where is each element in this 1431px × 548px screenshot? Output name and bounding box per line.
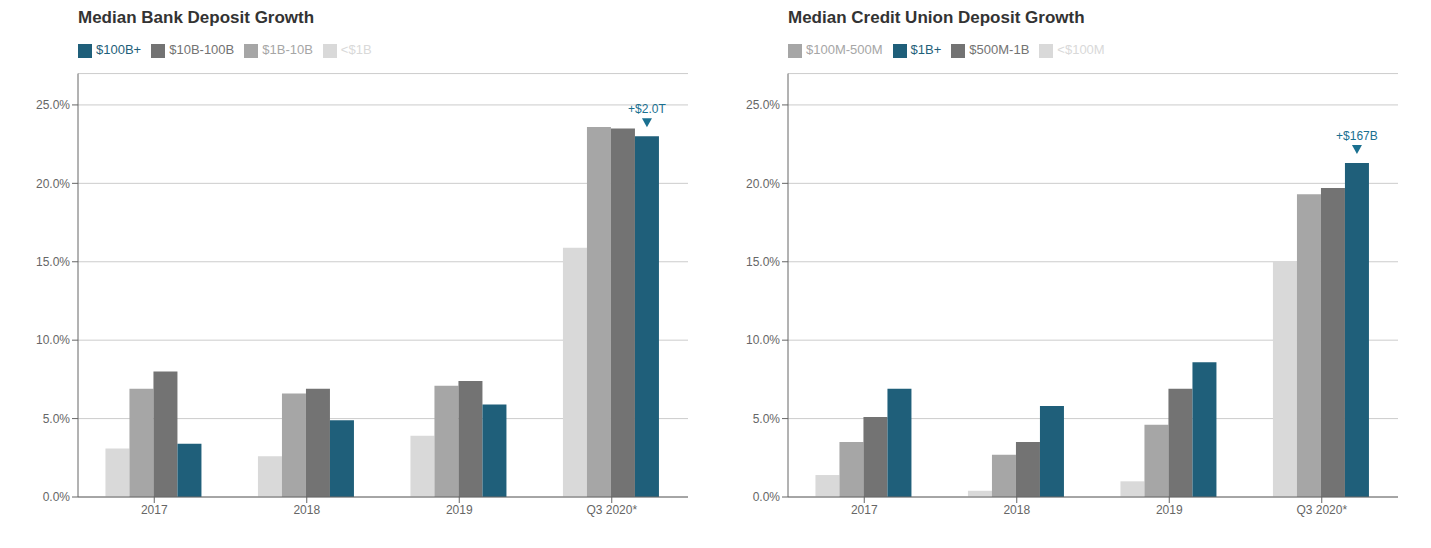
svg-text:Q3 2020*: Q3 2020* — [1296, 503, 1347, 517]
svg-text:+$2.0T: +$2.0T — [628, 102, 666, 116]
svg-text:20.0%: 20.0% — [36, 177, 70, 191]
html-text:$1B-10B: $1B-10B — [262, 42, 313, 57]
svg-text:2018: 2018 — [1003, 503, 1030, 517]
svg-text:15.0%: 15.0% — [746, 255, 780, 269]
svg-text:+$167B: +$167B — [1336, 129, 1378, 143]
html-text:Median Bank Deposit Growth: Median Bank Deposit Growth — [78, 8, 315, 27]
svg-text:2019: 2019 — [1156, 503, 1183, 517]
svg-text:0.0%: 0.0% — [753, 490, 781, 504]
svg-text:15.0%: 15.0% — [36, 255, 70, 269]
html-text:$100B+: $100B+ — [96, 42, 142, 57]
svg-text:2017: 2017 — [141, 503, 168, 517]
html-text:$100M-500M: $100M-500M — [806, 42, 883, 57]
svg-text:10.0%: 10.0% — [36, 333, 70, 347]
svg-text:20.0%: 20.0% — [746, 177, 780, 191]
svg-text:2019: 2019 — [446, 503, 473, 517]
svg-text:25.0%: 25.0% — [746, 98, 780, 112]
svg-text:2018: 2018 — [293, 503, 320, 517]
svg-text:5.0%: 5.0% — [753, 412, 781, 426]
svg-text:25.0%: 25.0% — [36, 98, 70, 112]
html-text:<$1B: <$1B — [340, 42, 372, 57]
html-text:$10B-100B: $10B-100B — [169, 42, 235, 57]
svg-text:0.0%: 0.0% — [43, 490, 71, 504]
svg-text:2017: 2017 — [851, 503, 878, 517]
html-text:<$100M: <$100M — [1057, 42, 1105, 57]
svg-text:5.0%: 5.0% — [43, 412, 71, 426]
html-text:Median Credit Union Deposit Gr: Median Credit Union Deposit Growth — [788, 8, 1085, 27]
html-text:$500M-1B: $500M-1B — [969, 42, 1030, 57]
svg-text:10.0%: 10.0% — [746, 333, 780, 347]
html-text:$1B+: $1B+ — [910, 42, 942, 57]
svg-text:Q3 2020*: Q3 2020* — [586, 503, 637, 517]
